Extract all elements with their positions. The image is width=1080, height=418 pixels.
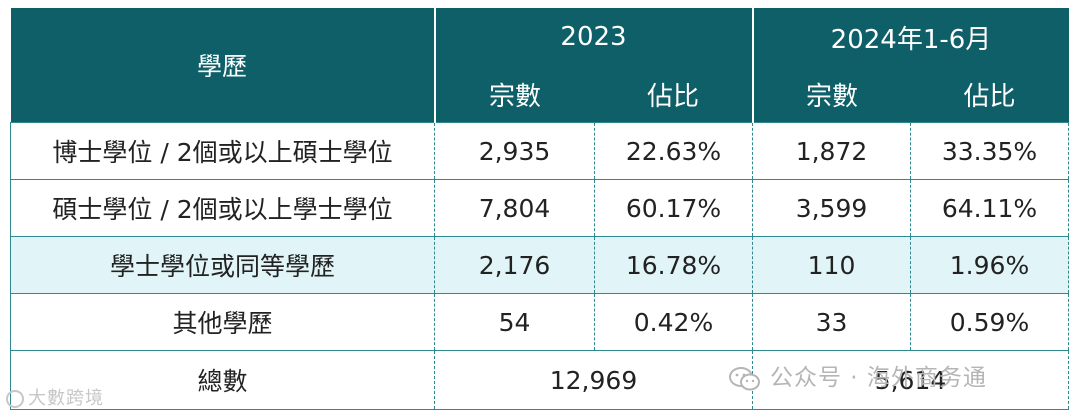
row-label: 其他學歷 — [10, 293, 435, 351]
watermark-right: 公众号 · 海外商务通 — [728, 358, 987, 392]
share-2024-cell: 64.11% — [910, 179, 1069, 237]
table-row: 其他學歷 54 0.42% 33 0.59% — [10, 293, 1069, 351]
row-label: 博士學位 / 2個或以上碩士學位 — [10, 122, 435, 180]
total-2024-cell: 5,614 — [752, 350, 1069, 410]
header-education: 學歷 — [10, 8, 435, 123]
count-2023-cell: 7,804 — [434, 179, 595, 237]
count-2024-cell: 1,872 — [752, 122, 911, 180]
header-row-metrics: 宗數 佔比 宗數 佔比 — [11, 66, 1069, 123]
watermark-left-text: 大數跨境 — [28, 388, 104, 409]
count-2023-cell: 54 — [434, 293, 595, 351]
share-2023-cell: 16.78% — [594, 236, 753, 294]
share-2023-cell: 22.63% — [594, 122, 753, 180]
share-2024-cell: 0.59% — [910, 293, 1069, 351]
share-2024-cell: 1.96% — [910, 236, 1069, 294]
total-row: 總數 12,969 5,614 — [10, 350, 1069, 410]
header-row-years: 學歷 2023 2024年1-6月 — [10, 8, 1069, 123]
share-2023-cell: 60.17% — [594, 179, 753, 237]
count-2024-cell: 3,599 — [752, 179, 911, 237]
table-row-highlighted: 學士學位或同等學歷 2,176 16.78% 110 1.96% — [10, 236, 1069, 294]
header-share-2023: 佔比 — [594, 66, 753, 123]
row-label: 學士學位或同等學歷 — [10, 236, 435, 294]
count-2024-cell: 110 — [752, 236, 911, 294]
table-row: 碩士學位 / 2個或以上學士學位 7,804 60.17% 3,599 64.1… — [10, 179, 1069, 237]
watermark-right-text: 公众号 · 海外商务通 — [770, 365, 987, 391]
share-2024-cell: 33.35% — [910, 122, 1069, 180]
header-year-2023: 2023 — [433, 8, 753, 66]
header-count-2023: 宗數 — [433, 66, 595, 123]
wechat-icon — [729, 366, 760, 390]
total-label: 總數 — [10, 350, 435, 410]
watermark-logo-icon — [6, 390, 24, 408]
education-statistics-table: 學歷 2023 2024年1-6月 宗數 佔比 宗數 佔比 博士學位 / 2個或… — [10, 8, 1069, 410]
count-2023-cell: 2,176 — [434, 236, 595, 294]
header-count-2024: 宗數 — [751, 66, 911, 123]
header-share-2024: 佔比 — [910, 66, 1069, 123]
header-year-2024: 2024年1-6月 — [751, 8, 1069, 66]
table-row: 博士學位 / 2個或以上碩士學位 2,935 22.63% 1,872 33.3… — [10, 122, 1069, 180]
count-2023-cell: 2,935 — [434, 122, 595, 180]
row-label: 碩士學位 / 2個或以上學士學位 — [10, 179, 435, 237]
share-2023-cell: 0.42% — [594, 293, 753, 351]
total-2023-cell: 12,969 — [434, 350, 753, 410]
count-2024-cell: 33 — [752, 293, 911, 351]
watermark-left: 大數跨境 — [6, 384, 104, 410]
